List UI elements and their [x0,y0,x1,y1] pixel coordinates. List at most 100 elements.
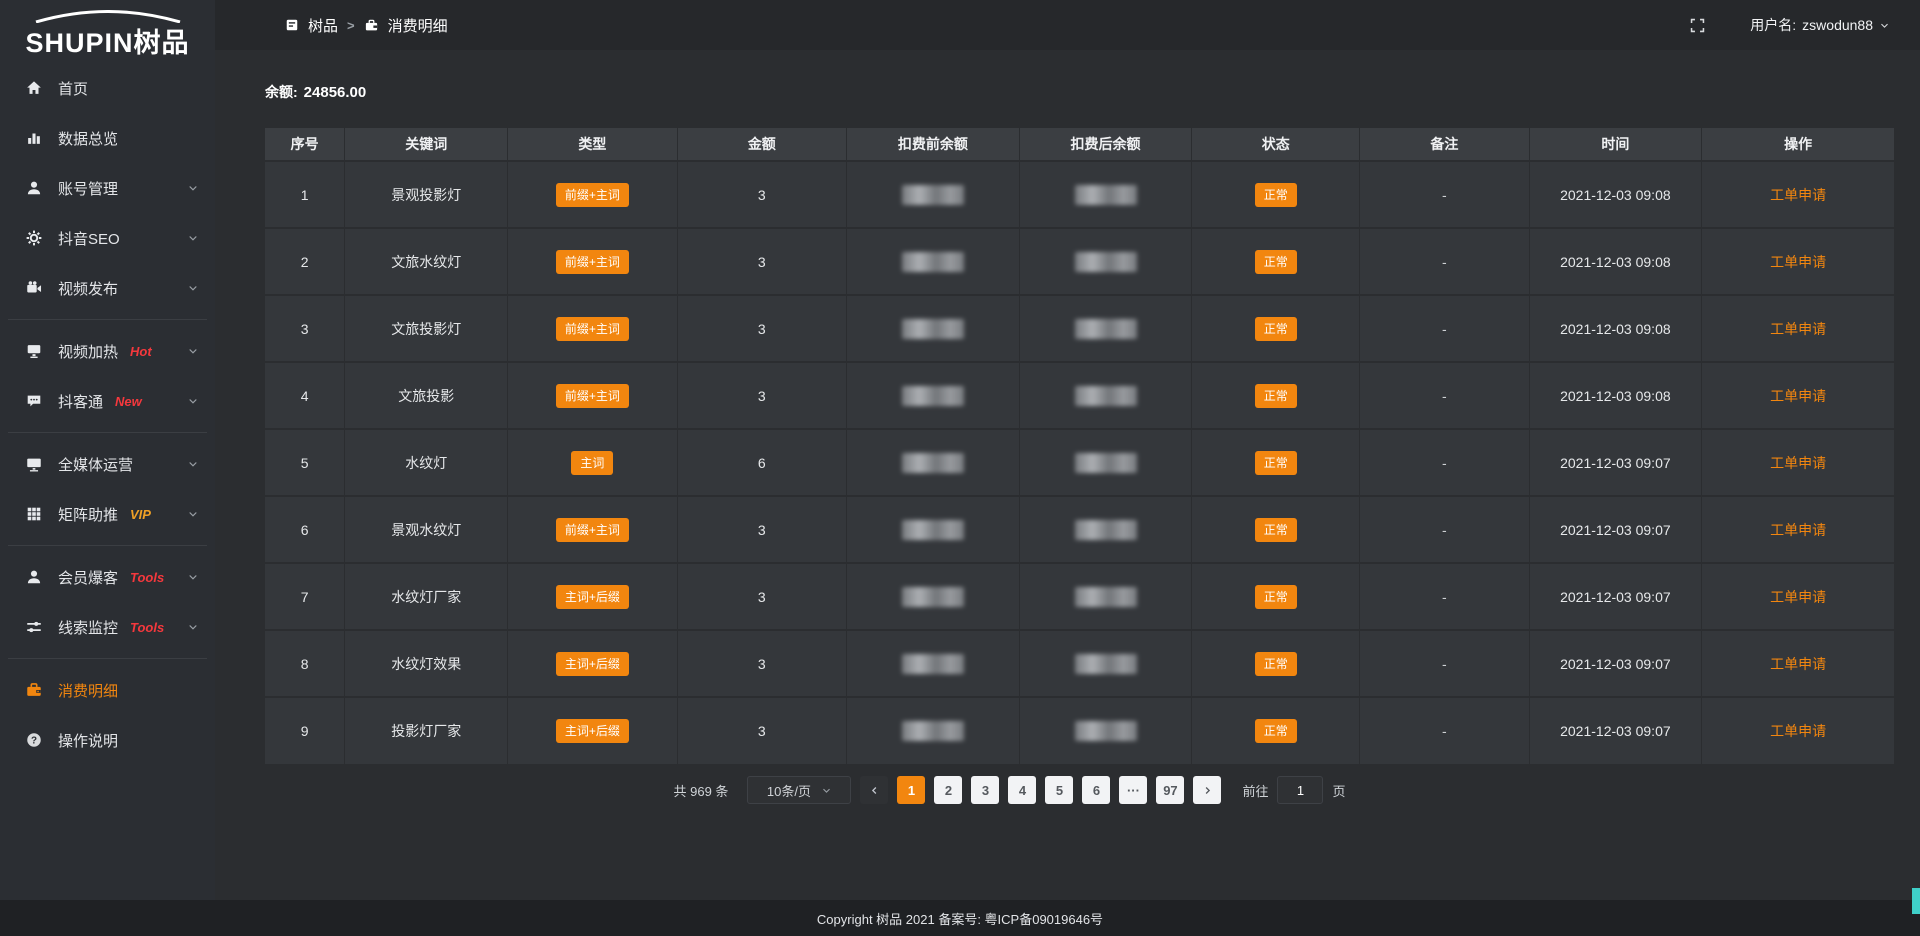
cell-action: 工单申请 [1701,160,1894,228]
breadcrumb-item-root[interactable]: 树品 [308,17,339,35]
cell-amount: 3 [677,562,848,630]
cell-type: 前缀+主词 [507,495,678,563]
cell-remark: - [1359,495,1530,563]
cell-amount: 3 [677,696,848,764]
ticket-apply-link[interactable]: 工单申请 [1770,387,1827,404]
cell-pre-balance [846,160,1020,228]
ticket-apply-link[interactable]: 工单申请 [1770,186,1827,203]
sidebar: SHUPIN树品 首页 数据总览 账号管理 抖音SEO 视频发布 视频加热 Ho… [0,0,215,900]
page-button[interactable]: 4 [1008,776,1037,804]
cell-pre-balance [846,495,1020,563]
breadcrumb-separator: > [347,17,355,33]
page-size-select[interactable]: 10条/页 [747,776,852,804]
page-button[interactable]: 3 [971,776,1000,804]
page-button[interactable]: 5 [1045,776,1074,804]
sidebar-item-video-heat[interactable]: 视频加热 Hot [0,326,215,376]
cell-keyword: 文旅投影灯 [344,294,509,362]
cell-keyword: 景观水纹灯 [344,495,509,563]
cell-type: 主词+后缀 [507,629,678,697]
cell-remark: - [1359,629,1530,697]
ticket-apply-link[interactable]: 工单申请 [1770,655,1827,672]
user-icon [24,178,44,198]
prev-page-button[interactable] [860,776,889,804]
type-tag: 主词+后缀 [555,719,629,743]
ticket-apply-link[interactable]: 工单申请 [1770,454,1827,471]
page-button[interactable]: 2 [934,776,963,804]
main-area: 树品 > 消费明细 用户名: zswodun88 余额: 24856.00 [215,0,1920,900]
masked-value [901,653,964,674]
chevron-down-icon [187,508,199,520]
sidebar-item-clue-monitor[interactable]: 线索监控 Tools [0,602,215,652]
status-tag: 正常 [1254,517,1297,542]
sidebar-item-label: 账号管理 [58,180,119,198]
cell-time: 2021-12-03 09:07 [1529,696,1703,764]
sidebar-item-member-burst[interactable]: 会员爆客 Tools [0,552,215,602]
goto-page-input[interactable] [1277,776,1324,804]
user-menu[interactable]: 用户名: zswodun88 [1750,15,1890,35]
masked-value [901,519,964,540]
chevron-down-icon [187,621,199,633]
sidebar-item-home[interactable]: 首页 [0,63,215,113]
ticket-apply-link[interactable]: 工单申请 [1770,253,1827,270]
cell-amount: 3 [677,495,848,563]
cell-keyword: 水纹灯 [344,428,509,496]
cell-no: 9 [265,696,346,764]
table-row: 2 文旅水纹灯 前缀+主词 3 正常 - 2021-12-03 09:08 工单… [265,227,1894,295]
col-header-no: 序号 [265,128,346,161]
page-button-active[interactable]: 1 [897,776,926,804]
fullscreen-icon[interactable] [1689,17,1706,34]
ticket-apply-link[interactable]: 工单申请 [1770,588,1827,605]
sidebar-item-instructions[interactable]: ? 操作说明 [0,715,215,765]
cell-post-balance [1019,629,1193,697]
sidebar-item-douyin-seo[interactable]: 抖音SEO [0,213,215,263]
sidebar-item-data-overview[interactable]: 数据总览 [0,113,215,163]
col-header-keyword: 关键词 [344,128,509,161]
home-icon [24,78,44,98]
cell-status: 正常 [1191,227,1361,295]
balance-label: 余额: [265,84,298,100]
sidebar-item-consumption-detail[interactable]: 消费明细 [0,665,215,715]
cell-remark: - [1359,562,1530,630]
page-button[interactable]: 6 [1082,776,1111,804]
status-tag: 正常 [1254,450,1297,475]
cell-post-balance [1019,495,1193,563]
sidebar-item-account-mgmt[interactable]: 账号管理 [0,163,215,213]
cell-pre-balance [846,227,1020,295]
cell-type: 前缀+主词 [507,294,678,362]
cell-keyword: 文旅投影 [344,361,509,429]
sidebar-item-matrix-boost[interactable]: 矩阵助推 VIP [0,489,215,539]
page-more-button[interactable]: ··· [1119,776,1148,804]
scrollbar-thumb[interactable] [1912,888,1920,914]
cell-remark: - [1359,160,1530,228]
cell-type: 前缀+主词 [507,160,678,228]
masked-value [901,721,964,741]
sidebar-item-label: 首页 [58,80,89,98]
username: zswodun88 [1802,17,1873,33]
sidebar-item-douketong[interactable]: 抖客通 New [0,376,215,426]
breadcrumb-item-current: 消费明细 [387,17,448,35]
masked-value [1074,251,1137,272]
cell-status: 正常 [1191,629,1361,697]
ticket-apply-link[interactable]: 工单申请 [1770,723,1827,739]
ticket-apply-link[interactable]: 工单申请 [1770,521,1827,538]
sidebar-item-label: 视频发布 [58,280,119,298]
cell-time: 2021-12-03 09:07 [1529,495,1703,563]
cell-action: 工单申请 [1701,428,1894,496]
cell-pre-balance [846,294,1020,362]
page-buttons: 1 2 3 4 5 6 ··· 97 [897,776,1185,804]
cell-time: 2021-12-03 09:08 [1529,294,1703,362]
question-icon: ? [24,730,44,750]
sidebar-item-video-publish[interactable]: 视频发布 [0,263,215,313]
wallet-icon [24,680,44,700]
cell-action: 工单申请 [1701,562,1894,630]
sidebar-item-media-operation[interactable]: 全媒体运营 [0,439,215,489]
next-page-button[interactable] [1193,776,1222,804]
cell-post-balance [1019,227,1193,295]
sidebar-item-label: 线索监控 [58,619,119,637]
chat-icon [24,391,44,411]
table-header: 序号 关键词 类型 金额 扣费前余额 扣费后余额 状态 备注 时间 操作 [265,128,1894,161]
cell-action: 工单申请 [1701,227,1894,295]
ticket-apply-link[interactable]: 工单申请 [1770,320,1827,337]
page-button[interactable]: 97 [1156,776,1185,804]
